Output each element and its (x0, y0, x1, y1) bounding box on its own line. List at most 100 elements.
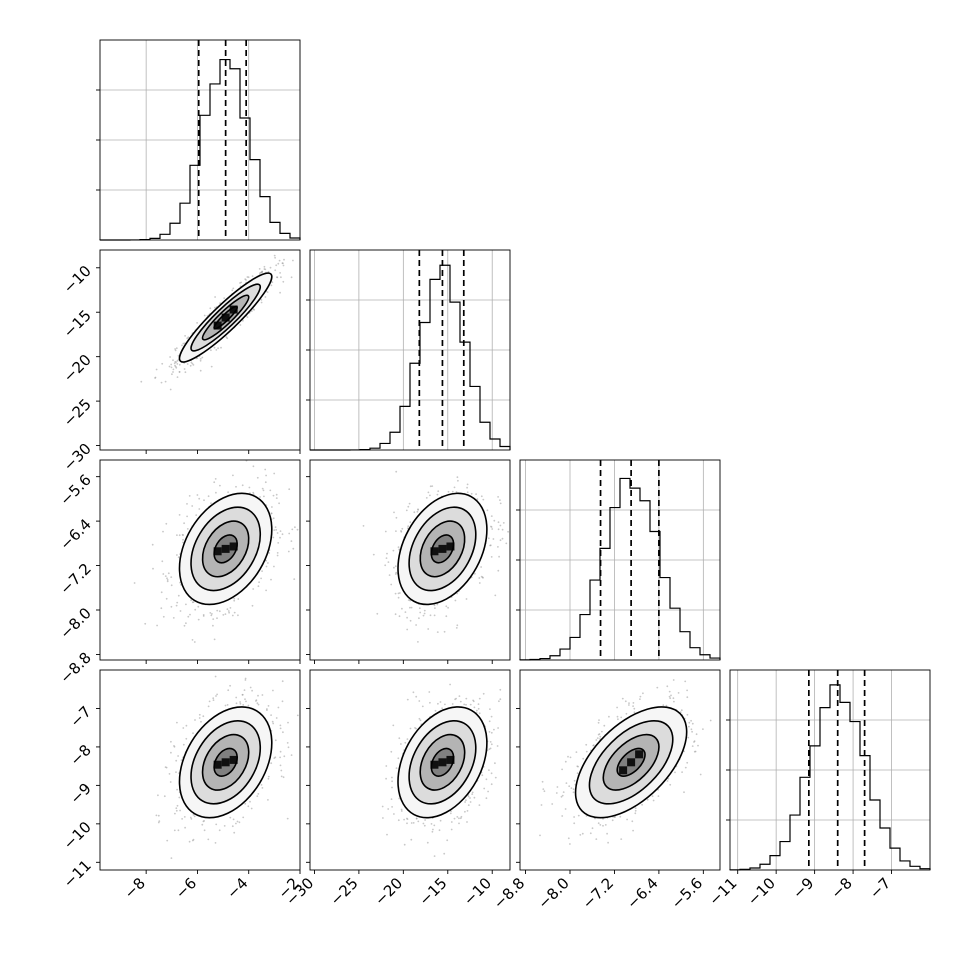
sample-point (437, 702, 439, 705)
sample-point (385, 557, 388, 559)
sample-point (271, 506, 273, 508)
sample-point (160, 591, 163, 594)
sample-point (591, 827, 594, 830)
sample-point (278, 502, 280, 505)
sample-point (265, 589, 267, 592)
sample-point (177, 829, 180, 832)
contour-1 (419, 733, 466, 791)
density-core (213, 305, 238, 330)
sample-point (275, 529, 278, 531)
density-panel-3-2 (516, 669, 721, 874)
sample-point (543, 790, 546, 793)
sample-point (226, 704, 229, 706)
sample-point (418, 607, 421, 610)
sample-point (417, 641, 419, 643)
histogram-1 (310, 264, 511, 451)
sample-point (260, 577, 262, 580)
sample-point (167, 572, 170, 575)
sample-point (494, 762, 496, 765)
density-core-cell (221, 758, 230, 767)
sample-point (447, 606, 449, 609)
sample-point (176, 376, 179, 378)
sample-point (274, 756, 277, 759)
sample-point (176, 360, 179, 362)
sample-point (277, 262, 280, 265)
contour-1.5 (190, 283, 262, 352)
sample-point (239, 702, 242, 705)
sample-point (502, 522, 505, 524)
density-core-cell (229, 542, 238, 551)
sample-point (183, 522, 186, 525)
sample-point (409, 619, 412, 622)
sample-point (410, 838, 413, 841)
sample-point (478, 804, 481, 806)
sample-point (274, 256, 276, 259)
sample-point (273, 565, 275, 568)
sample-point (456, 624, 459, 627)
sample-point (270, 578, 272, 581)
sample-point (625, 712, 628, 715)
sample-point (166, 839, 169, 842)
sample-point (214, 306, 216, 309)
sample-point (489, 708, 491, 710)
sample-point (499, 539, 502, 542)
sample-point (668, 690, 671, 693)
sample-point (467, 804, 470, 806)
sample-point (497, 569, 500, 572)
sample-point (261, 787, 264, 789)
sample-point (249, 800, 251, 803)
sample-point (433, 604, 436, 607)
sample-point (168, 365, 171, 368)
density-core (430, 542, 455, 556)
sample-point (189, 613, 191, 616)
sample-point (173, 829, 176, 832)
sample-point (174, 348, 177, 350)
sample-point (439, 701, 442, 703)
histogram-2 (519, 477, 721, 661)
sample-point (270, 762, 273, 765)
sample-point (165, 597, 168, 600)
sample-point (259, 496, 261, 498)
sample-point (454, 599, 457, 602)
sample-point (431, 485, 434, 487)
density-core-cell (438, 544, 447, 553)
sample-point (491, 528, 494, 530)
sample-point (384, 564, 387, 567)
sample-point (247, 805, 250, 808)
contour-0.5 (213, 305, 238, 330)
sample-point (271, 281, 274, 284)
sample-point (239, 701, 242, 703)
sample-point (155, 814, 158, 817)
sample-point (257, 703, 260, 706)
sample-point (238, 821, 241, 824)
sample-point (172, 617, 175, 619)
sample-point (401, 607, 403, 610)
contour-1.5 (408, 719, 477, 805)
sample-point (237, 614, 239, 617)
sample-point (250, 807, 253, 810)
sample-point (450, 446, 452, 448)
sample-point (186, 363, 189, 365)
sample-point (406, 738, 409, 740)
sample-point (232, 818, 235, 821)
sample-point (292, 547, 295, 550)
density-panel-1-0 (96, 249, 301, 454)
sample-point (290, 540, 293, 542)
sample-point (249, 686, 252, 689)
sample-point (436, 603, 439, 606)
sample-point (245, 700, 247, 703)
sample-point (422, 614, 425, 617)
sample-point (257, 585, 260, 588)
sample-point (229, 607, 232, 609)
sample-point (183, 816, 186, 818)
sample-point (427, 628, 430, 630)
sample-point (192, 814, 195, 816)
sample-point (203, 829, 206, 832)
sample-point (202, 715, 205, 718)
sample-point (490, 715, 493, 718)
sample-point (418, 617, 420, 620)
sample-point (165, 522, 168, 525)
sample-point (231, 614, 234, 617)
density-frame-2-0 (99, 459, 301, 661)
